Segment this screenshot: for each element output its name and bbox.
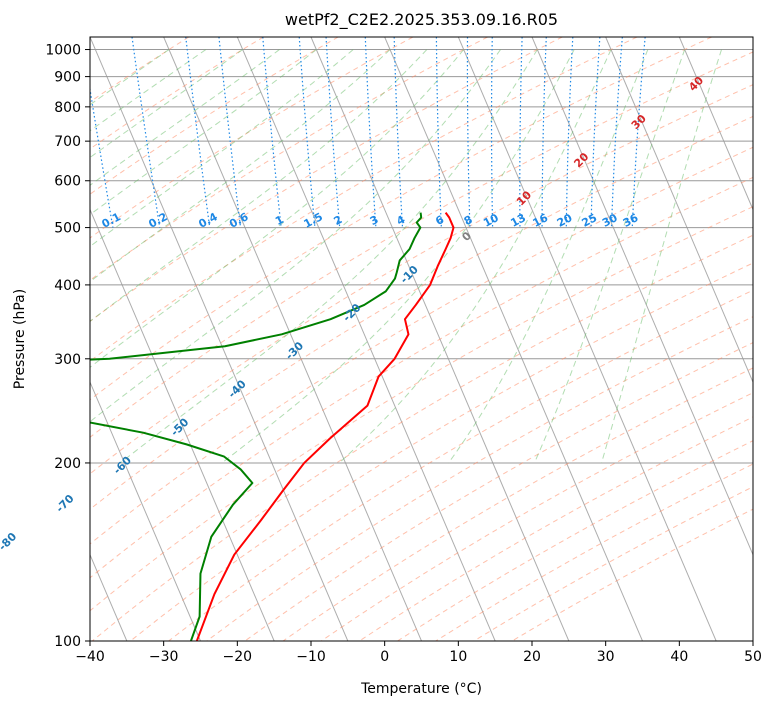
moist-adiabat-line xyxy=(120,49,538,464)
x-tick-label: 30 xyxy=(597,649,615,665)
x-tick-label: 10 xyxy=(449,649,467,665)
dry-adiabat-line xyxy=(90,37,414,239)
x-tick-label: 20 xyxy=(523,649,541,665)
moist-adiabat-line xyxy=(90,49,391,283)
dry-adiabat-line xyxy=(90,37,339,195)
y-tick-label: 100 xyxy=(54,634,81,650)
y-tick-label: 400 xyxy=(54,278,81,294)
plot-frame xyxy=(89,36,754,642)
isotherm-line xyxy=(384,37,643,641)
isotherm-line xyxy=(457,37,717,641)
x-tick-label: 40 xyxy=(670,649,688,665)
y-tick-label: 300 xyxy=(54,352,81,368)
isotherm-line xyxy=(90,208,275,641)
y-axis-label: Pressure (hPa) xyxy=(12,289,28,389)
chart-title: wetPf2_C2E2.2025.353.09.16.R05 xyxy=(285,10,558,30)
isotherm-line xyxy=(163,37,422,641)
moist-adiabat-line xyxy=(338,49,612,464)
dry-adiabat-line xyxy=(90,115,753,510)
moist-adiabat-line xyxy=(221,49,575,464)
y-tick-label: 700 xyxy=(54,134,81,150)
y-tick-label: 900 xyxy=(54,70,81,86)
isotherm-line xyxy=(605,37,753,384)
moist-adiabat-line xyxy=(90,49,243,159)
dry-adiabat-line xyxy=(206,316,753,641)
axis-layer: −40 −30 −20 −10 0 10 20 30 40 50 100 200 300 400 500 60… xyxy=(45,43,762,665)
temperature-profile-line xyxy=(195,212,455,641)
dry-adiabat-line xyxy=(90,84,753,475)
mixing-ratio-line xyxy=(90,85,114,228)
isotherm-line xyxy=(678,37,753,211)
moist-adiabat-line xyxy=(90,49,280,186)
mixing-ratio-label: 16 xyxy=(531,211,551,230)
grid-layer xyxy=(90,37,753,641)
mixing-ratio-line xyxy=(218,37,242,228)
dry-adiabat-line xyxy=(90,37,563,322)
moist-adiabat-line xyxy=(90,49,170,106)
mixing-ratio-line xyxy=(185,37,211,228)
dry-adiabat-line xyxy=(90,37,488,281)
moist-adiabat-line xyxy=(90,49,428,322)
mixing-ratio-label: 30 xyxy=(600,211,620,230)
mixing-ratio-label: 20 xyxy=(555,211,575,230)
y-tick-label: 800 xyxy=(54,100,81,116)
x-tick-label: −20 xyxy=(223,649,253,665)
plot-area xyxy=(90,37,753,641)
dry-adiabat-line xyxy=(282,367,753,641)
x-tick-label: 50 xyxy=(744,649,762,665)
x-tick-label: 0 xyxy=(380,649,389,665)
moist-adiabat-line xyxy=(90,49,207,132)
y-tick-label: 500 xyxy=(54,221,81,237)
x-tick-label: −30 xyxy=(149,649,179,665)
moist-adiabat-line xyxy=(601,49,722,464)
moist-adiabat-line xyxy=(90,49,317,216)
dewpoint-profile-line xyxy=(90,212,423,641)
moist-adiabat-line xyxy=(90,49,501,423)
y-tick-label: 200 xyxy=(54,456,81,472)
moist-adiabat-line xyxy=(448,49,649,464)
dry-adiabat-line xyxy=(130,262,753,641)
isotherm-line xyxy=(90,380,201,641)
x-tick-label: −40 xyxy=(75,649,105,665)
mixing-ratio-label: 13 xyxy=(508,211,528,230)
isotherm-line xyxy=(236,37,496,641)
mixing-ratio-label: 25 xyxy=(580,211,600,230)
y-tick-label: 600 xyxy=(54,174,81,190)
mixing-ratio-label: 10 xyxy=(481,211,501,230)
moist-adiabat-line xyxy=(90,49,465,368)
dry-adiabat-line xyxy=(90,146,753,545)
isotherm-line xyxy=(531,37,753,556)
isotherm-line xyxy=(90,37,349,641)
mixing-ratio-line xyxy=(131,37,161,228)
dry-adiabat-line xyxy=(90,206,753,612)
dry-adiabat-line xyxy=(90,51,753,438)
x-tick-label: −10 xyxy=(296,649,326,665)
data-layer xyxy=(90,212,455,641)
x-axis-label: Temperature (°C) xyxy=(360,681,482,697)
y-tick-label: 1000 xyxy=(45,43,81,59)
mixing-ratio-label: 36 xyxy=(621,211,641,230)
